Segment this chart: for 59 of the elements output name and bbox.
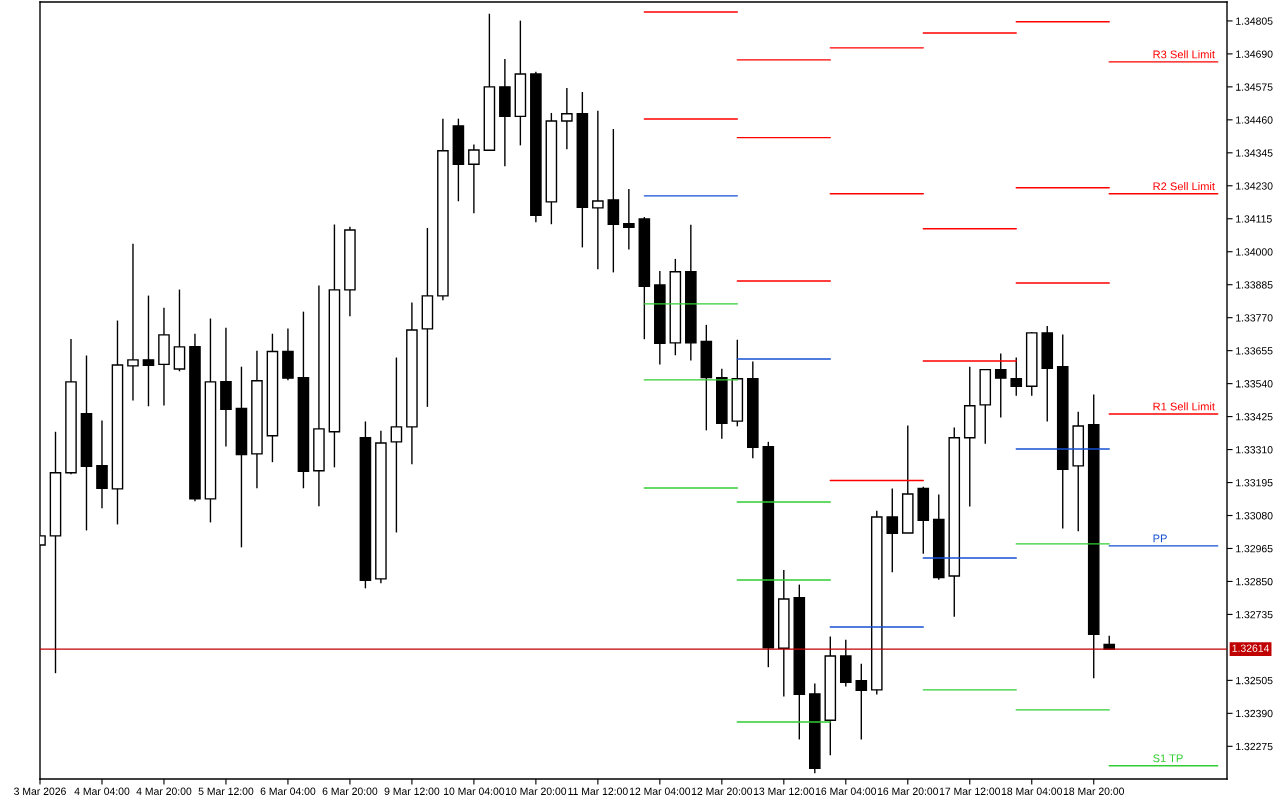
candlestick <box>592 109 604 270</box>
x-tick-label: 18 Mar 04:00 <box>1001 787 1063 795</box>
y-tick-label: 1.34345 <box>1236 149 1273 157</box>
x-tick-label: 3 Mar 2026 <box>14 787 66 795</box>
y-tick-label: 1.33195 <box>1236 479 1273 487</box>
series-label: S1 TP <box>1153 754 1183 763</box>
y-tick-label: 1.32965 <box>1236 544 1273 553</box>
y-tick-label: 1.32390 <box>1236 709 1273 718</box>
x-tick-label: 13 Mar 12:00 <box>753 787 815 795</box>
y-tick-label: 1.33885 <box>1236 281 1273 289</box>
x-tick-label: 9 Mar 12:00 <box>384 787 440 795</box>
candlestick <box>173 288 186 372</box>
y-tick-label: 1.34575 <box>1236 83 1273 91</box>
y-tick-label: 1.33080 <box>1236 512 1273 520</box>
candlestick <box>468 143 480 215</box>
x-tick-label: 10 Mar 20:00 <box>505 787 567 795</box>
y-tick-label: 1.33770 <box>1236 314 1273 322</box>
x-tick-label: 11 Mar 12:00 <box>568 787 628 795</box>
x-tick-label: 10 Mar 04:00 <box>444 787 505 795</box>
x-tick-label: 16 Mar 04:00 <box>815 787 877 795</box>
candlestick <box>1010 356 1023 397</box>
series-label: R2 Sell Limit <box>1153 182 1215 191</box>
candlestick <box>390 356 403 534</box>
candlestick <box>561 87 573 151</box>
series-label: R3 Sell Limit <box>1153 50 1215 59</box>
ref-line-label: 1.32614 <box>1232 644 1270 652</box>
x-tick-label: 17 Mar 12:00 <box>939 787 1001 795</box>
y-tick-label: 1.32735 <box>1236 610 1273 619</box>
y-tick-label: 1.33310 <box>1236 446 1273 454</box>
candlestick <box>142 294 155 407</box>
series-label: R1 Sell Limit <box>1153 402 1215 411</box>
y-tick-label: 1.34230 <box>1236 182 1273 190</box>
x-tick-label: 6 Mar 04:00 <box>260 787 316 795</box>
y-tick-label: 1.32505 <box>1236 676 1273 685</box>
y-tick-label: 1.33540 <box>1236 380 1273 388</box>
x-tick-label: 4 Mar 04:00 <box>74 787 130 795</box>
y-tick-label: 1.34000 <box>1236 248 1273 256</box>
y-tick-label: 1.33655 <box>1236 347 1273 355</box>
x-tick-label: 5 Mar 12:00 <box>198 787 254 795</box>
x-tick-label: 16 Mar 20:00 <box>877 787 939 795</box>
y-tick-label: 1.32850 <box>1236 577 1273 586</box>
candlestick <box>96 419 108 510</box>
y-tick-label: 1.33425 <box>1236 413 1273 421</box>
series-label: PP <box>1153 534 1167 543</box>
y-tick-label: 1.34690 <box>1236 50 1273 58</box>
y-tick-label: 1.32275 <box>1236 742 1273 751</box>
x-tick-label: 18 Mar 20:00 <box>1063 787 1125 795</box>
y-tick-label: 1.34460 <box>1236 116 1273 124</box>
y-tick-label: 1.34805 <box>1236 17 1273 25</box>
candlestick <box>855 663 868 741</box>
x-tick-label: 12 Mar 04:00 <box>629 787 691 795</box>
candlestick <box>886 487 899 573</box>
candlestick <box>623 188 635 251</box>
y-tick-label: 1.34115 <box>1236 215 1272 223</box>
candlestick <box>127 243 139 402</box>
x-tick-label: 6 Mar 20:00 <box>322 787 378 795</box>
candlestick <box>994 352 1007 419</box>
x-tick-label: 4 Mar 20:00 <box>136 787 192 795</box>
x-tick-label: 12 Mar 20:00 <box>691 787 753 795</box>
